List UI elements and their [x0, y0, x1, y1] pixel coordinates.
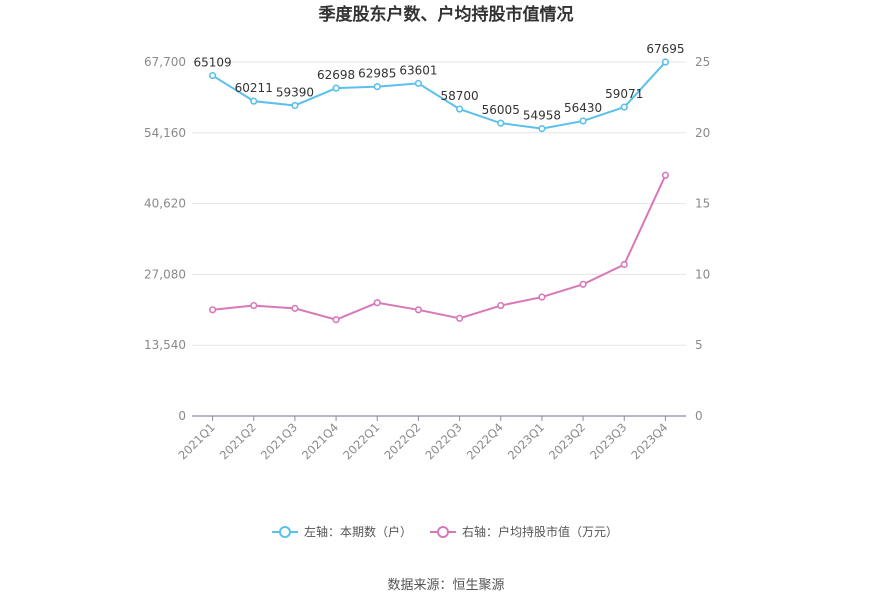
- right-tick-label: 15: [695, 197, 710, 211]
- data-point: [579, 117, 587, 125]
- data-point: [332, 316, 340, 324]
- data-point: [661, 171, 670, 179]
- x-tick-label: 2021Q2: [217, 420, 259, 462]
- data-point: [455, 105, 464, 113]
- data-point: [332, 84, 340, 92]
- data-point: [414, 79, 423, 88]
- x-tick-label: 2023Q2: [546, 420, 588, 462]
- series-line: [212, 61, 667, 130]
- data-label: 59071: [605, 87, 643, 101]
- data-point: [455, 314, 464, 322]
- data-point: [579, 280, 587, 288]
- right-tick-label: 0: [695, 409, 703, 423]
- legend-item-2: 右轴：户均持股市值（万元）: [430, 524, 618, 539]
- gridlines: [192, 61, 686, 346]
- legend-label: 左轴：本期数（户）: [304, 524, 412, 539]
- legend-swatch-marker: [279, 526, 291, 538]
- legend-swatch-marker: [437, 526, 449, 538]
- data-point: [208, 71, 217, 80]
- x-tick-label: 2022Q4: [464, 420, 506, 462]
- data-label: 62985: [358, 67, 396, 81]
- right-tick-label: 10: [695, 267, 710, 281]
- x-tick-label: 2021Q4: [299, 420, 341, 462]
- x-tick-label: 2022Q1: [340, 420, 382, 462]
- left-tick-label: 0: [178, 409, 186, 423]
- left-tick-label: 67,700: [144, 55, 186, 69]
- data-point: [497, 119, 505, 127]
- x-tick-label: 2023Q4: [628, 420, 670, 462]
- data-point: [250, 301, 258, 310]
- right-tick-label: 20: [695, 126, 710, 140]
- legend: 左轴：本期数（户） 右轴：户均持股市值（万元）: [272, 524, 618, 539]
- data-label: 58700: [440, 89, 478, 103]
- data-point: [538, 125, 546, 133]
- x-axis: 2021Q12021Q22021Q32021Q42022Q12022Q22022…: [176, 415, 686, 462]
- data-label: 65109: [193, 56, 231, 70]
- x-tick-label: 2021Q3: [258, 420, 300, 462]
- left-axis-ticks: 0 13,540 27,080 40,620 54,160 67,700: [144, 55, 186, 423]
- left-tick-label: 54,160: [144, 126, 186, 140]
- x-tick-label: 2022Q3: [423, 420, 465, 462]
- x-tick-label: 2021Q1: [176, 420, 218, 462]
- data-point: [291, 101, 299, 110]
- data-point: [373, 83, 381, 91]
- left-tick-label: 40,620: [144, 197, 186, 211]
- data-point: [661, 58, 670, 66]
- series-2: [208, 171, 670, 324]
- data-label: 60211: [235, 81, 273, 95]
- right-tick-label: 5: [695, 338, 703, 352]
- right-axis-ticks: 0 5 10 15 20 25: [695, 55, 710, 423]
- series-line: [212, 174, 667, 321]
- data-label: 54958: [523, 109, 561, 123]
- data-label: 63601: [399, 63, 437, 77]
- chart-title: 季度股东户数、户均持股市值情况: [319, 4, 574, 25]
- data-label: 67695: [646, 42, 684, 56]
- x-tick-label: 2023Q3: [587, 420, 629, 462]
- data-label: 56430: [564, 101, 602, 115]
- x-tick-label: 2023Q1: [505, 420, 547, 462]
- data-label: 59390: [276, 85, 314, 99]
- data-label: 56005: [482, 103, 520, 117]
- data-source: 数据来源：恒生聚源: [387, 578, 504, 593]
- x-tick-label: 2022Q2: [381, 420, 423, 462]
- data-point: [208, 306, 217, 314]
- data-point: [538, 293, 546, 301]
- right-tick-label: 25: [695, 55, 710, 69]
- legend-item-1: 左轴：本期数（户）: [272, 524, 412, 539]
- data-label: 62698: [317, 68, 355, 82]
- data-point: [373, 299, 381, 307]
- legend-label: 右轴：户均持股市值（万元）: [462, 524, 618, 539]
- data-point: [414, 306, 423, 314]
- left-tick-label: 13,540: [144, 338, 186, 352]
- data-point: [497, 301, 505, 310]
- data-point: [620, 260, 628, 269]
- data-point: [250, 97, 258, 105]
- data-point: [291, 304, 299, 312]
- data-point: [620, 103, 628, 111]
- left-tick-label: 27,080: [144, 267, 186, 281]
